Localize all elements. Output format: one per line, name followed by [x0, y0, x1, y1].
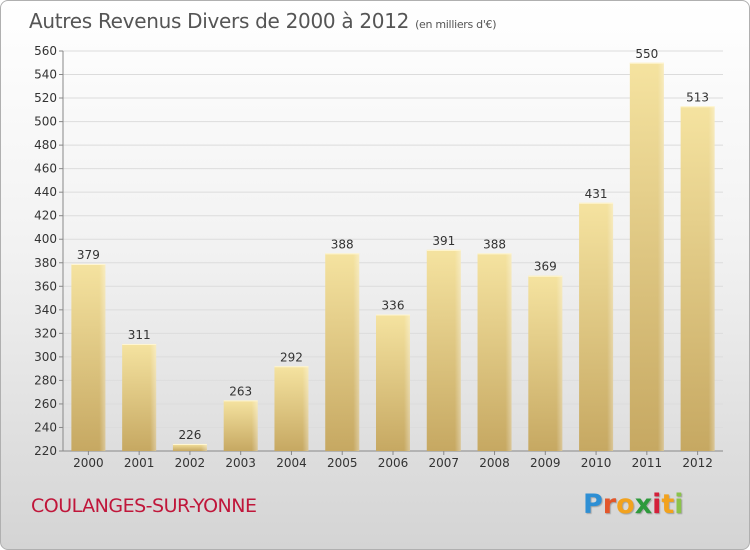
- bar-highlight: [454, 249, 461, 451]
- x-tick-label: 2001: [124, 456, 155, 470]
- logo-letter: o: [616, 489, 635, 520]
- y-tick-label: 540: [34, 68, 57, 82]
- data-label: 369: [534, 260, 557, 274]
- x-tick-label: 2005: [327, 456, 358, 470]
- x-tick-label: 2011: [632, 456, 663, 470]
- x-tick-label: 2000: [73, 456, 104, 470]
- data-label: 388: [331, 237, 354, 251]
- y-tick-label: 280: [34, 373, 57, 387]
- data-label: 379: [77, 248, 100, 262]
- logo-letter: i: [674, 489, 684, 520]
- x-tick-label: 2002: [175, 456, 206, 470]
- logo-letter: P: [583, 489, 603, 520]
- data-label: 388: [483, 237, 506, 251]
- data-label: 391: [432, 234, 455, 248]
- y-tick-label: 420: [34, 209, 57, 223]
- x-tick-label: 2012: [682, 456, 713, 470]
- data-label: 226: [178, 428, 201, 442]
- x-tick-label: 2004: [276, 456, 307, 470]
- logo-letter: i: [652, 489, 662, 520]
- y-tick-label: 400: [34, 232, 57, 246]
- y-tick-label: 440: [34, 185, 57, 199]
- logo-letter: r: [602, 489, 617, 520]
- bar-highlight: [657, 62, 664, 451]
- x-tick-label: 2008: [479, 456, 510, 470]
- data-label: 311: [128, 328, 151, 342]
- bar-highlight: [251, 400, 258, 451]
- y-tick-label: 340: [34, 303, 57, 317]
- bar-highlight: [200, 443, 207, 451]
- y-tick-label: 560: [34, 44, 57, 58]
- data-label: 263: [229, 384, 252, 398]
- data-label: 431: [585, 187, 608, 201]
- chart-title: Autres Revenus Divers de 2000 à 2012 (en …: [29, 9, 497, 33]
- bar: [172, 443, 207, 451]
- y-tick-label: 380: [34, 256, 57, 270]
- bar-highlight: [99, 263, 106, 451]
- commune-name: COULANGES-SUR-YONNE: [31, 495, 257, 517]
- y-tick-label: 360: [34, 279, 57, 293]
- x-tick-label: 2009: [530, 456, 561, 470]
- x-tick-label: 2003: [225, 456, 256, 470]
- x-tick-label: 2007: [428, 456, 459, 470]
- logo-letter: x: [634, 489, 653, 520]
- bar-highlight: [150, 343, 157, 451]
- logo-letter: t: [661, 489, 675, 520]
- y-tick-label: 300: [34, 350, 57, 364]
- chart-title-text: Autres Revenus Divers de 2000 à 2012: [29, 9, 410, 33]
- y-tick-label: 480: [34, 138, 57, 152]
- data-label: 336: [382, 299, 405, 313]
- bar-highlight: [708, 106, 715, 451]
- y-tick-label: 220: [34, 444, 57, 458]
- x-tick-label: 2010: [581, 456, 612, 470]
- bar-highlight: [607, 202, 614, 451]
- y-tick-label: 320: [34, 326, 57, 340]
- data-label: 513: [686, 90, 709, 104]
- bar-highlight: [556, 275, 563, 451]
- chart-unit: (en milliers d'€): [415, 18, 497, 31]
- y-tick-label: 240: [34, 420, 57, 434]
- y-tick-label: 260: [34, 397, 57, 411]
- y-tick-label: 520: [34, 91, 57, 105]
- bar-highlight: [302, 366, 309, 451]
- data-label: 292: [280, 350, 303, 364]
- x-tick-label: 2006: [378, 456, 409, 470]
- bar-highlight: [404, 314, 410, 451]
- proxiti-logo: Proxiti: [583, 489, 684, 520]
- bar-highlight: [353, 253, 360, 451]
- data-label: 550: [635, 47, 658, 61]
- y-tick-label: 500: [34, 115, 57, 129]
- bar-highlight: [505, 253, 512, 451]
- y-tick-label: 460: [34, 162, 57, 176]
